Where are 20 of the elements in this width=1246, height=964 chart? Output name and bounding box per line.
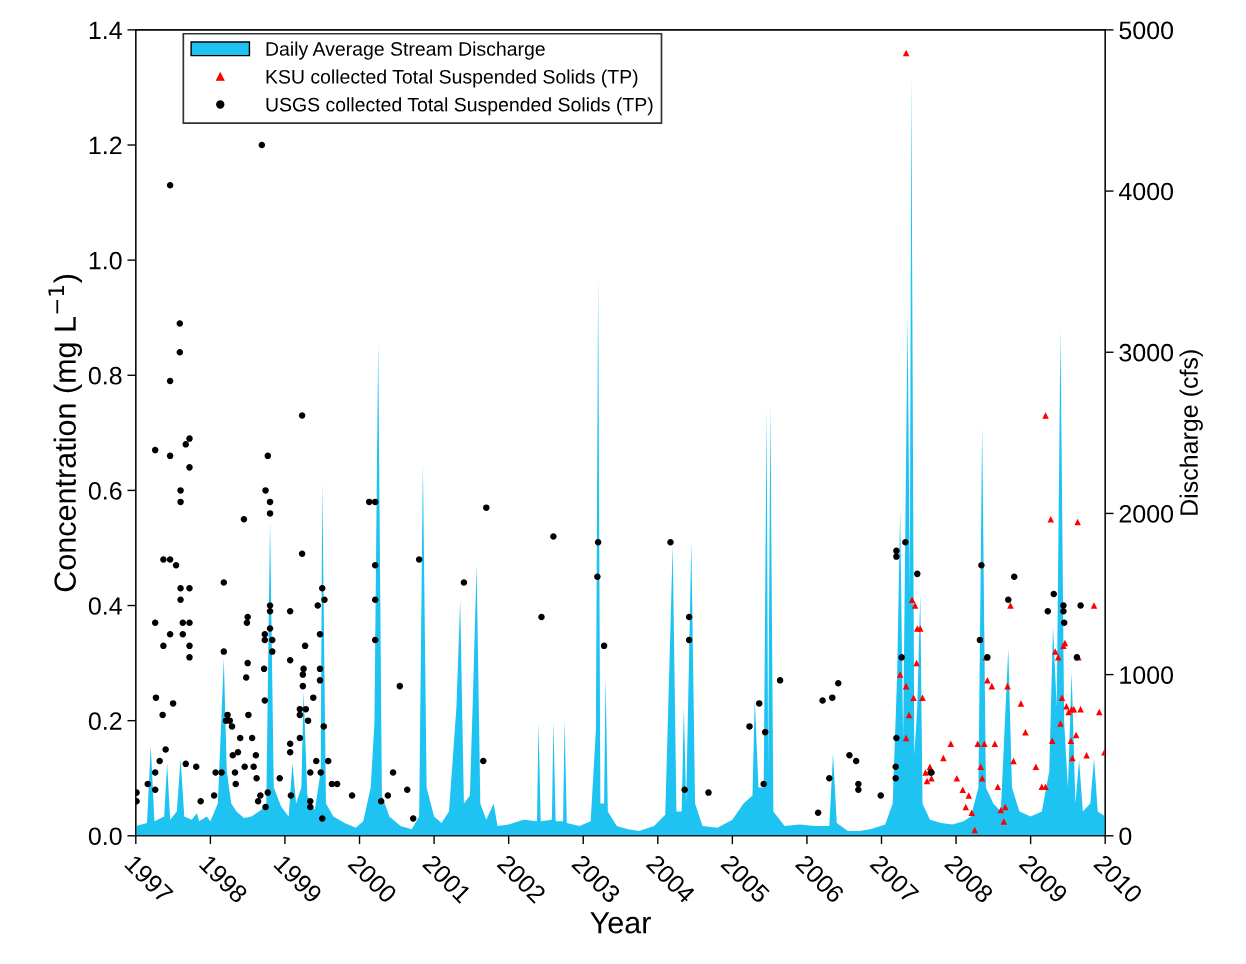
- legend-label: USGS collected Total Suspended Solids (TP): [266, 97, 653, 116]
- y-tick-label: 0.2: [88, 712, 122, 730]
- y2-axis-title: Discharge (cfs): [1179, 350, 1203, 515]
- y-tick-label: 0.0: [88, 827, 122, 846]
- y-axis-title: Concentration (mg L$^{−1}$): [48, 275, 83, 592]
- y2-tick-label: 5000: [1119, 21, 1174, 40]
- y-tick-label: 1.4: [89, 21, 122, 39]
- y2-tick-label: 2000: [1119, 505, 1174, 523]
- y2-tick-label: 1000: [1120, 666, 1174, 684]
- y2-tick-label: 4000: [1118, 182, 1174, 201]
- y-tick-label: 1.2: [89, 136, 122, 155]
- y-tick-label: 0.8: [88, 366, 122, 385]
- y2-tick-label: 0: [1119, 827, 1132, 846]
- y-tick-label: 1.0: [89, 251, 122, 270]
- y-tick-label: 0.6: [88, 482, 122, 500]
- y-tick-label: 0.4: [88, 597, 122, 615]
- x-axis-title: Year: [590, 912, 651, 934]
- legend-label: KSU collected Total Suspended Solids (TP): [266, 69, 638, 88]
- legend-label: Daily Average Stream Discharge: [266, 41, 545, 60]
- y2-tick-label: 3000: [1119, 343, 1174, 362]
